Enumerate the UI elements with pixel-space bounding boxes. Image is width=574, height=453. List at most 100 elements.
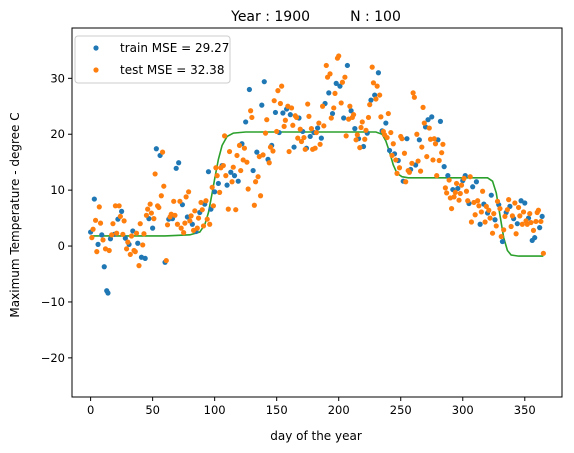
test-point xyxy=(530,227,537,233)
test-point xyxy=(374,83,380,89)
test-point xyxy=(217,189,223,195)
test-point xyxy=(249,114,255,121)
test-point xyxy=(159,149,166,155)
train-point xyxy=(372,92,378,98)
test-point xyxy=(457,190,463,197)
train-point xyxy=(130,228,136,234)
test-point xyxy=(339,79,346,85)
test-point xyxy=(148,210,154,216)
train-point xyxy=(105,290,111,296)
test-point xyxy=(114,230,120,236)
test-point xyxy=(506,197,512,203)
train-point xyxy=(99,232,105,238)
test-point xyxy=(136,263,142,269)
test-point xyxy=(267,144,274,150)
test-point xyxy=(384,134,390,141)
test-point xyxy=(430,157,436,163)
train-point xyxy=(142,255,148,261)
test-point xyxy=(156,204,162,211)
test-point xyxy=(297,126,303,132)
test-point xyxy=(220,162,226,169)
x-tick-label: 0 xyxy=(87,403,94,417)
test-point xyxy=(120,231,126,237)
train-point xyxy=(280,110,286,116)
test-point xyxy=(538,218,544,225)
test-point xyxy=(214,173,220,179)
test-point xyxy=(90,226,96,232)
test-point xyxy=(403,179,409,185)
test-point xyxy=(393,157,399,163)
train-point xyxy=(119,208,125,214)
test-point xyxy=(519,221,525,227)
test-point xyxy=(229,179,235,185)
test-point xyxy=(342,74,348,80)
legend-test-label: test MSE = 32.38 xyxy=(120,63,224,77)
test-point xyxy=(343,133,349,139)
train-point xyxy=(243,119,249,125)
test-point xyxy=(187,218,193,224)
train-point xyxy=(91,196,97,202)
train-point xyxy=(488,192,494,198)
test-point xyxy=(89,235,95,241)
test-point xyxy=(426,125,432,131)
test-point xyxy=(399,136,405,142)
test-point xyxy=(209,184,215,190)
test-point xyxy=(313,129,319,136)
test-point xyxy=(203,198,209,204)
test-point xyxy=(373,96,379,102)
test-point xyxy=(493,223,499,229)
test-point xyxy=(390,141,396,147)
train-point xyxy=(329,110,336,117)
train-point xyxy=(254,149,260,155)
test-point xyxy=(301,134,307,141)
x-tick-label: 250 xyxy=(390,403,412,417)
test-point xyxy=(97,220,104,226)
test-point xyxy=(238,167,244,174)
train-point xyxy=(261,79,267,85)
test-point xyxy=(281,123,287,129)
train-point xyxy=(437,118,444,124)
test-point xyxy=(171,198,177,204)
test-point xyxy=(354,132,360,138)
test-point xyxy=(233,207,239,213)
test-point xyxy=(199,207,205,213)
train-point xyxy=(344,62,350,69)
train-point xyxy=(455,185,461,192)
test-point xyxy=(540,250,546,256)
test-point xyxy=(319,103,326,109)
test-point xyxy=(316,120,322,126)
test-point xyxy=(367,102,373,108)
test-point xyxy=(332,90,338,97)
train-point xyxy=(173,165,179,171)
test-point xyxy=(434,173,440,179)
test-point xyxy=(241,145,248,151)
train-point xyxy=(425,117,431,123)
train-point xyxy=(539,213,545,220)
x-axis-ticks: 0 50 100 150 200 250 300 350 xyxy=(87,397,536,417)
train-point xyxy=(341,115,347,121)
test-point xyxy=(535,207,542,213)
train-point xyxy=(272,109,279,116)
test-point xyxy=(389,152,395,159)
train-point xyxy=(259,102,265,108)
test-point xyxy=(288,105,295,111)
test-point xyxy=(308,126,315,132)
test-point xyxy=(236,142,243,149)
test-point xyxy=(321,123,327,129)
fit-curve xyxy=(90,131,544,257)
test-point xyxy=(128,233,135,239)
test-point xyxy=(248,108,254,114)
train-point xyxy=(333,80,339,86)
test-point xyxy=(188,213,194,219)
train-point xyxy=(514,221,520,227)
test-point xyxy=(394,170,400,176)
test-point xyxy=(533,218,539,225)
train-point xyxy=(95,241,101,247)
train-point xyxy=(404,136,410,142)
test-point xyxy=(527,211,533,217)
test-point xyxy=(305,101,311,107)
test-point xyxy=(116,203,122,209)
test-point xyxy=(317,141,323,147)
x-tick-label: 200 xyxy=(328,403,350,417)
train-point xyxy=(250,167,256,174)
